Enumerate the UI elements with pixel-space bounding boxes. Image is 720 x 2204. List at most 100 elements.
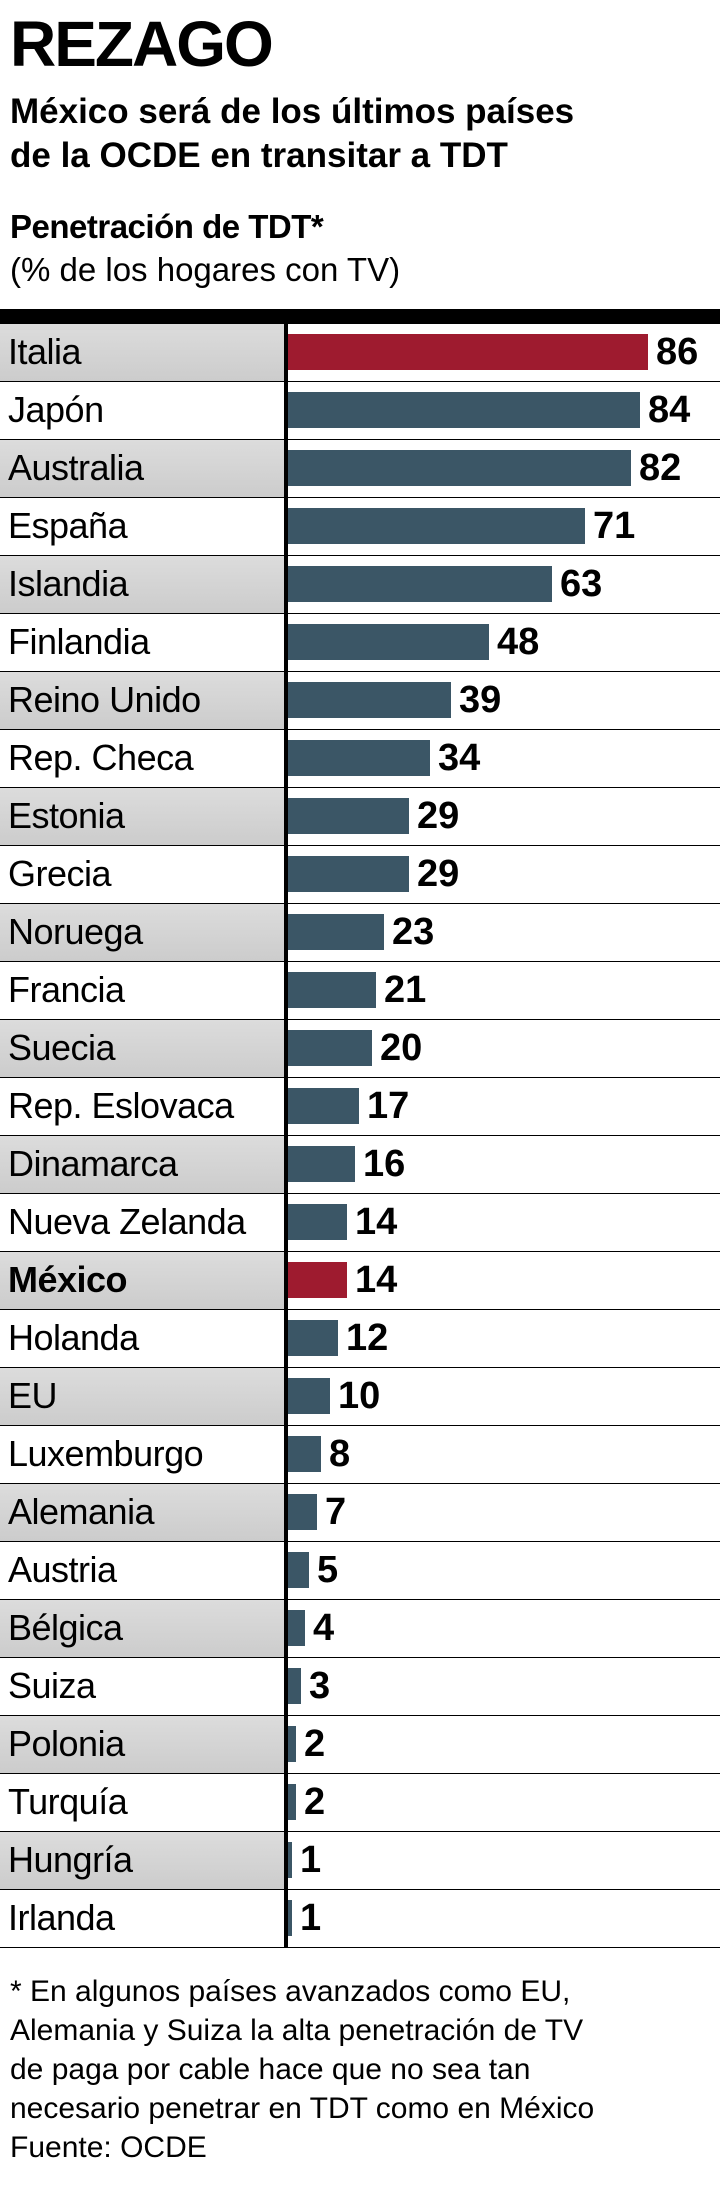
tdt-penetration-bar-chart: Italia 86 Japón 84 Australia 82 España 71 Island…: [0, 323, 720, 1948]
bar-area: 39: [288, 671, 720, 729]
value-label: 84: [648, 389, 691, 431]
value-label: 23: [392, 911, 435, 953]
chart-row: Polonia 2: [0, 1715, 720, 1774]
value-label: 20: [380, 1027, 423, 1069]
chart-row: México 14: [0, 1251, 720, 1310]
country-label: Italia: [0, 323, 288, 381]
value-label: 14: [355, 1201, 398, 1243]
bar-area: 10: [288, 1367, 720, 1425]
country-label: Australia: [0, 439, 288, 497]
header: REZAGO México será de los últimos países…: [0, 0, 720, 289]
country-label: Turquía: [0, 1773, 288, 1831]
value-label: 3: [309, 1665, 331, 1707]
footnote-line: Alemania y Suiza la alta penetración de …: [10, 2013, 584, 2047]
value-bar: [288, 1030, 372, 1066]
value-label: 29: [417, 853, 460, 895]
value-label: 17: [367, 1085, 410, 1127]
value-bar: [288, 450, 631, 486]
value-label: 86: [656, 331, 699, 373]
subtitle-line-1: México será de los últimos países: [10, 92, 575, 131]
chart-row: Francia 21: [0, 961, 720, 1020]
country-label: Luxemburgo: [0, 1425, 288, 1483]
bar-area: 48: [288, 613, 720, 671]
value-bar: [288, 1262, 347, 1298]
value-bar: [288, 740, 430, 776]
bar-area: 20: [288, 1019, 720, 1077]
country-label: Noruega: [0, 903, 288, 961]
value-bar: [288, 624, 489, 660]
country-label: Nueva Zelanda: [0, 1193, 288, 1251]
country-label: Alemania: [0, 1483, 288, 1541]
value-label: 2: [304, 1723, 326, 1765]
value-label: 63: [560, 563, 603, 605]
chart-row: Turquía 2: [0, 1773, 720, 1832]
bar-area: 12: [288, 1309, 720, 1367]
bar-area: 17: [288, 1077, 720, 1135]
bar-area: 23: [288, 903, 720, 961]
value-bar: [288, 1842, 292, 1878]
country-label: Bélgica: [0, 1599, 288, 1657]
footnote: * En algunos países avanzados como EU, Al…: [10, 1972, 708, 2128]
country-label: EU: [0, 1367, 288, 1425]
value-label: 29: [417, 795, 460, 837]
bar-area: 2: [288, 1773, 720, 1831]
country-label: Holanda: [0, 1309, 288, 1367]
value-bar: [288, 1204, 347, 1240]
country-label: Grecia: [0, 845, 288, 903]
divider-rule: [0, 308, 720, 324]
value-bar: [288, 1610, 305, 1646]
bar-area: 86: [288, 323, 720, 381]
value-bar: [288, 914, 384, 950]
bar-area: 1: [288, 1831, 720, 1889]
value-bar: [288, 1320, 338, 1356]
value-bar: [288, 566, 552, 602]
bar-area: 3: [288, 1657, 720, 1715]
value-label: 12: [346, 1317, 389, 1359]
bar-area: 21: [288, 961, 720, 1019]
chart-row: Estonia 29: [0, 787, 720, 846]
bar-area: 63: [288, 555, 720, 613]
bar-area: 29: [288, 845, 720, 903]
value-label: 34: [438, 737, 481, 779]
country-label: Austria: [0, 1541, 288, 1599]
chart-row: Hungría 1: [0, 1831, 720, 1890]
value-bar: [288, 1088, 359, 1124]
bar-area: 8: [288, 1425, 720, 1483]
chart-row: Islandia 63: [0, 555, 720, 614]
chart-row: Noruega 23: [0, 903, 720, 962]
chart-row: Austria 5: [0, 1541, 720, 1600]
bar-area: 1: [288, 1889, 720, 1947]
chart-row: Luxemburgo 8: [0, 1425, 720, 1484]
value-label: 2: [304, 1781, 326, 1823]
subtitle: México será de los últimos países de la …: [10, 90, 708, 178]
value-label: 7: [325, 1491, 347, 1533]
country-label: México: [0, 1251, 288, 1309]
country-label: Dinamarca: [0, 1135, 288, 1193]
value-bar: [288, 1378, 330, 1414]
value-label: 4: [313, 1607, 335, 1649]
value-label: 39: [459, 679, 502, 721]
bar-area: 34: [288, 729, 720, 787]
chart-row: Irlanda 1: [0, 1889, 720, 1948]
chart-row: Bélgica 4: [0, 1599, 720, 1658]
bar-area: 84: [288, 381, 720, 439]
footnote-line: necesario penetrar en TDT como en México: [10, 2091, 595, 2125]
bar-area: 2: [288, 1715, 720, 1773]
value-bar: [288, 1668, 301, 1704]
country-label: Rep. Checa: [0, 729, 288, 787]
chart-row: Reino Unido 39: [0, 671, 720, 730]
chart-row: Suiza 3: [0, 1657, 720, 1716]
value-bar: [288, 1494, 317, 1530]
chart-measure-subtitle: (% de los hogares con TV): [10, 250, 401, 288]
country-label: Hungría: [0, 1831, 288, 1889]
value-label: 8: [329, 1433, 351, 1475]
chart-row: Rep. Checa 34: [0, 729, 720, 788]
value-bar: [288, 856, 409, 892]
chart-row: Australia 82: [0, 439, 720, 498]
value-label: 16: [363, 1143, 406, 1185]
chart-row: Dinamarca 16: [0, 1135, 720, 1194]
country-label: Polonia: [0, 1715, 288, 1773]
country-label: Irlanda: [0, 1889, 288, 1947]
country-label: Suiza: [0, 1657, 288, 1715]
bar-area: 16: [288, 1135, 720, 1193]
